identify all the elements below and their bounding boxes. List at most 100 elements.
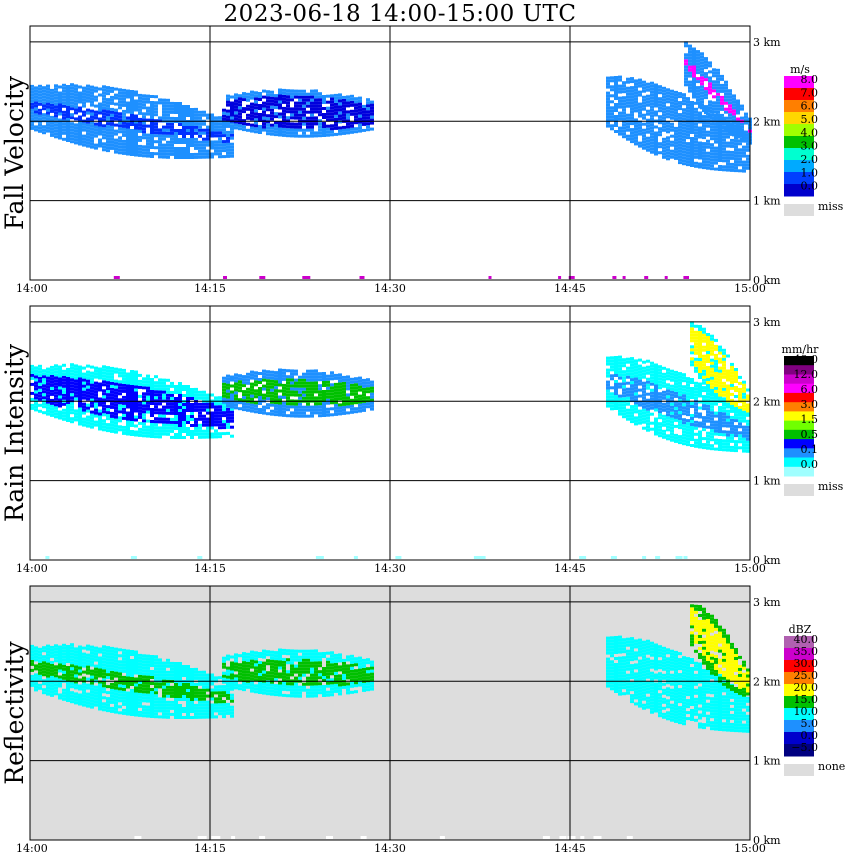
echo-pixel <box>718 406 722 409</box>
echo-pixel <box>690 140 694 143</box>
echo-pixel <box>638 364 642 368</box>
echo-pixel <box>662 408 666 412</box>
echo-pixel <box>54 415 58 419</box>
echo-pixel <box>678 143 682 147</box>
echo-pixel <box>702 148 706 152</box>
echo-pixel <box>118 693 122 697</box>
echo-pixel <box>690 393 694 396</box>
ground-clutter <box>683 276 687 279</box>
echo-pixel <box>678 402 682 406</box>
echo-pixel <box>698 135 702 139</box>
echo-pixel <box>322 384 326 387</box>
echo-pixel <box>58 678 62 682</box>
echo-pixel <box>138 421 142 425</box>
echo-pixel <box>90 669 94 673</box>
echo-pixel <box>130 415 134 418</box>
echo-pixel <box>226 389 230 393</box>
echo-pixel <box>354 398 358 402</box>
echo-pixel <box>274 404 278 408</box>
echo-pixel <box>90 380 94 384</box>
echo-pixel <box>358 400 362 404</box>
echo-pixel <box>114 385 118 389</box>
echo-pixel <box>630 113 634 117</box>
echo-pixel <box>62 649 66 653</box>
echo-pixel <box>742 434 746 438</box>
echo-pixel <box>642 122 646 126</box>
echo-pixel <box>326 386 330 390</box>
echo-pixel <box>718 430 722 433</box>
echo-pixel <box>718 165 722 168</box>
echo-pixel <box>78 386 82 390</box>
echo-pixel <box>158 417 162 421</box>
echo-pixel <box>730 421 734 425</box>
echo-pixel <box>690 405 694 408</box>
echo-pixel <box>318 113 322 117</box>
echo-pixel <box>146 100 150 104</box>
echo-pixel <box>30 102 34 106</box>
echo-pixel <box>716 89 720 93</box>
echo-pixel <box>106 86 110 90</box>
echo-pixel <box>54 683 58 687</box>
echo-pixel <box>78 672 82 676</box>
echo-pixel <box>214 423 218 427</box>
echo-pixel <box>62 402 66 406</box>
echo-pixel <box>166 128 170 132</box>
echo-pixel <box>98 686 102 690</box>
echo-pixel <box>206 128 210 132</box>
echo-pixel <box>366 378 370 382</box>
echo-pixel <box>734 154 738 158</box>
echo-pixel <box>606 404 610 408</box>
echo-pixel <box>154 387 158 391</box>
echo-pixel <box>46 84 50 88</box>
echo-pixel <box>98 671 102 675</box>
echo-pixel <box>82 402 86 406</box>
echo-pixel <box>182 117 186 120</box>
echo-pixel <box>726 141 730 145</box>
echo-pixel <box>694 164 698 168</box>
echo-pixel <box>718 147 722 150</box>
echo-pixel <box>720 98 724 102</box>
echo-pixel <box>692 68 696 72</box>
echo-pixel <box>98 132 102 136</box>
echo-pixel <box>78 127 82 131</box>
echo-pixel <box>618 126 622 130</box>
echo-pixel <box>126 89 130 93</box>
echo-pixel <box>704 66 708 70</box>
echo-pixel <box>734 142 738 146</box>
echo-pixel <box>638 102 642 106</box>
echo-pixel <box>728 104 732 108</box>
ground-clutter <box>302 276 311 279</box>
echo-pixel <box>54 406 58 410</box>
echo-pixel <box>54 132 58 136</box>
echo-pixel <box>666 157 670 161</box>
echo-pixel <box>66 687 70 690</box>
echo-pixel <box>66 699 70 702</box>
echo-pixel <box>170 134 174 138</box>
echo-pixel <box>34 116 38 120</box>
echo-pixel <box>342 125 346 129</box>
echo-pixel <box>174 141 178 144</box>
echo-pixel <box>138 683 142 687</box>
echo-pixel <box>134 650 138 654</box>
echo-pixel <box>154 417 158 421</box>
echo-pixel <box>130 373 134 376</box>
echo-pixel <box>186 391 190 394</box>
echo-pixel <box>126 712 130 716</box>
echo-pixel <box>82 86 86 90</box>
echo-pixel <box>78 109 82 113</box>
echo-pixel <box>58 416 62 420</box>
echo-pixel <box>158 402 162 406</box>
echo-pixel <box>718 378 722 382</box>
echo-pixel <box>142 696 146 700</box>
echo-pixel <box>686 428 690 432</box>
echo-pixel <box>246 387 250 391</box>
echo-pixel <box>674 99 678 103</box>
echo-pixel <box>326 407 330 411</box>
echo-pixel <box>102 115 106 119</box>
echo-pixel <box>294 378 298 382</box>
echo-pixel <box>370 109 374 113</box>
echo-pixel <box>694 351 698 355</box>
echo-pixel <box>42 679 46 683</box>
echo-pixel <box>722 424 726 428</box>
echo-pixel <box>74 394 78 398</box>
